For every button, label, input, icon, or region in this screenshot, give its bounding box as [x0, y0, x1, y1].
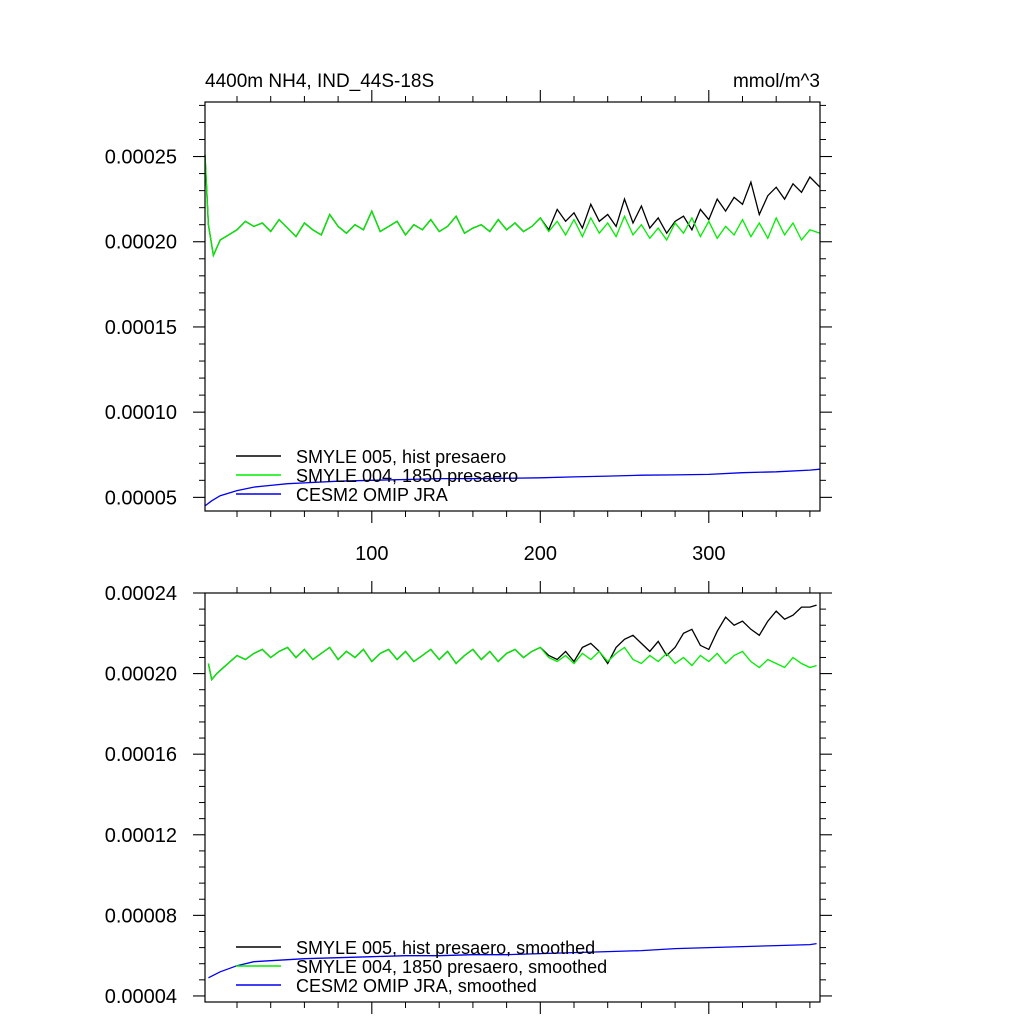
chart-units: mmol/m^3 — [733, 71, 820, 92]
legend-label-2: CESM2 OMIP JRA — [296, 485, 448, 505]
y-tick-label: 0.00010 — [105, 402, 177, 424]
plot-frame — [204, 592, 821, 1003]
series-line-1 — [204, 154, 821, 258]
legend-label-0: SMYLE 005, hist presaero — [296, 447, 506, 467]
x-tick-label: 300 — [692, 543, 725, 565]
series-line-1 — [207, 646, 817, 682]
x-tick-label: 200 — [524, 543, 557, 565]
y-tick-label: 0.00008 — [105, 905, 177, 927]
series-lines — [204, 154, 821, 507]
plot-frame — [204, 101, 821, 512]
y-tick-label: 0.00005 — [105, 487, 177, 509]
series-lines — [207, 604, 817, 979]
x-tick-label: 100 — [355, 543, 388, 565]
legend-label-1: SMYLE 004, 1850 presaero — [296, 466, 518, 486]
legend-label-2: CESM2 OMIP JRA, smoothed — [296, 976, 537, 996]
y-tick-label: 0.00016 — [105, 744, 177, 766]
axis-ticks: 100 200 300 0.00005 0.00010 0.00015 0.00020 0.0… — [105, 90, 832, 565]
y-tick-label: 0.00015 — [105, 317, 177, 339]
legend-label-1: SMYLE 004, 1850 presaero, smoothed — [296, 957, 607, 977]
series-line-0 — [207, 604, 817, 682]
y-tick-label: 0.00020 — [105, 232, 177, 254]
y-tick-label: 0.00012 — [105, 825, 177, 847]
series-line-2 — [208, 942, 817, 979]
legend: SMYLE 005, hist presaero, smoothedSMYLE … — [236, 938, 607, 996]
legend-label-0: SMYLE 005, hist presaero, smoothed — [296, 938, 595, 958]
series-line-0 — [204, 154, 821, 258]
series-line-2 — [204, 468, 821, 507]
bottom-chart: 0.00004 0.00008 0.00012 0.00016 0.00020 0.000… — [105, 581, 832, 1014]
y-tick-label: 0.00025 — [105, 147, 177, 169]
y-tick-label: 0.00004 — [105, 986, 177, 1008]
axis-ticks: 0.00004 0.00008 0.00012 0.00016 0.00020 0.000… — [105, 581, 832, 1014]
y-tick-label: 0.00024 — [105, 583, 177, 605]
top-chart: 4400m NH4, IND_44S-18S mmol/m^3 100 200 30… — [105, 71, 832, 565]
y-tick-label: 0.00020 — [105, 664, 177, 686]
chart-title: 4400m NH4, IND_44S-18S — [205, 71, 434, 92]
